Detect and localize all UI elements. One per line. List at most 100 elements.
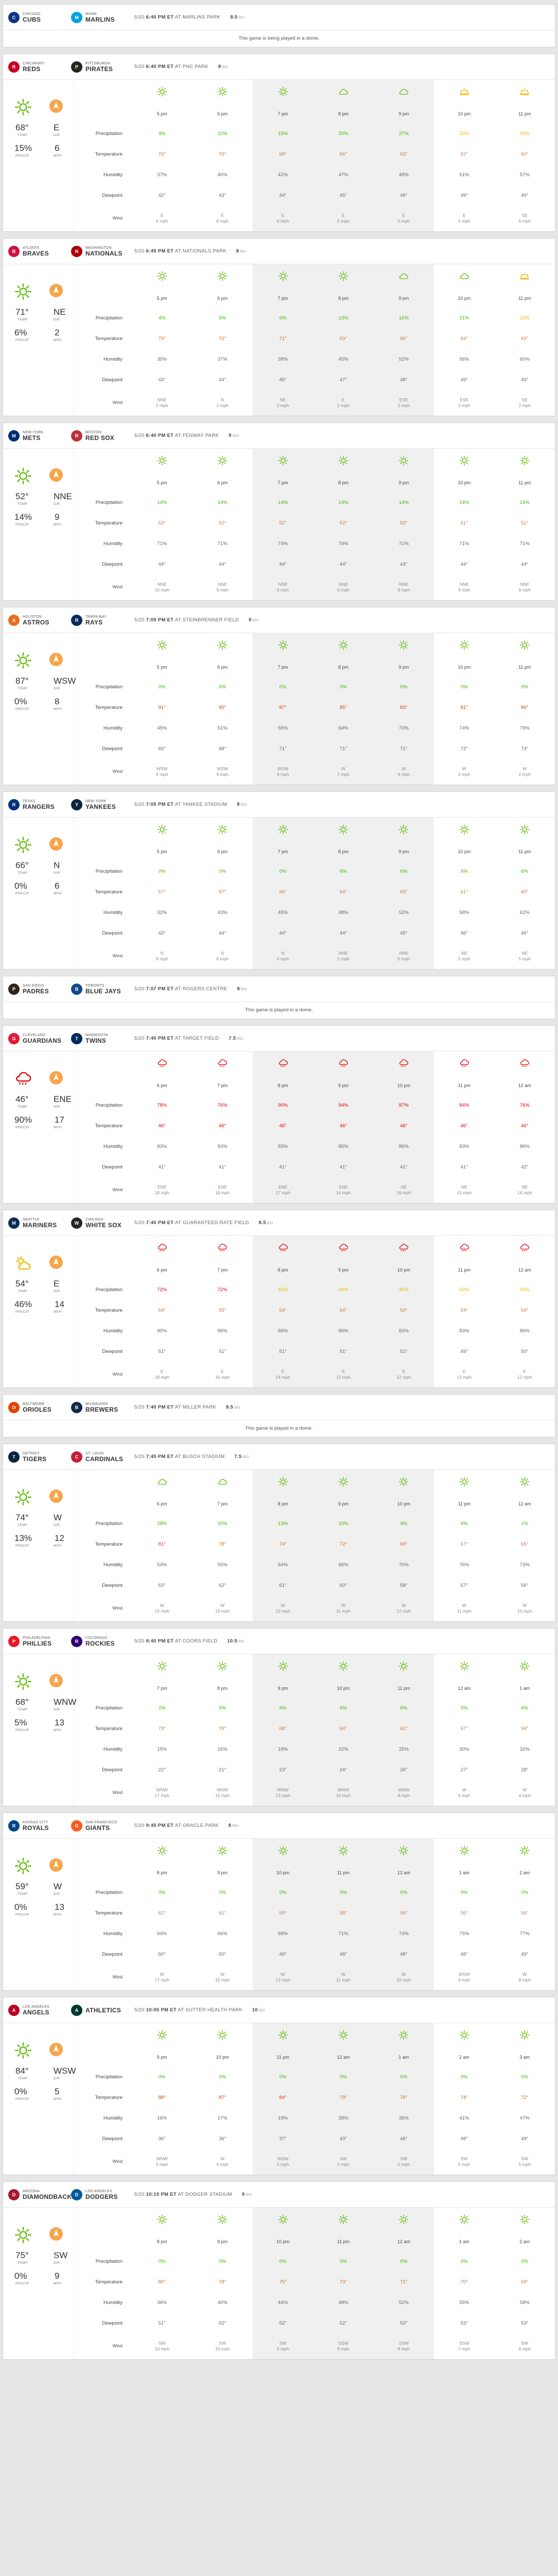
- game-summary: 71° TEMP NE DIR 6% PRECIP 2 MPH: [3, 264, 74, 416]
- hour-precip: 6%: [460, 868, 468, 874]
- rain-icon: [217, 1059, 228, 1070]
- summary-temp: 87°: [15, 676, 29, 686]
- away-team[interactable]: D ARIZONA DIAMONDBACKS: [8, 2189, 76, 2200]
- away-team[interactable]: M SEATTLE MARINERS: [8, 1217, 71, 1229]
- hour-time: 8 pm: [313, 289, 374, 308]
- park-name: YANKEE STADIUM: [182, 802, 228, 807]
- away-team[interactable]: P PHILADELPHIA PHILLIES: [8, 1635, 71, 1647]
- hour-temp: 70°: [218, 151, 226, 157]
- game-at: AT: [175, 986, 181, 992]
- home-name: YANKEES: [85, 803, 116, 810]
- hour-temp: 64°: [313, 1718, 374, 1739]
- home-team[interactable]: B MILWAUKEE BREWERS: [71, 1401, 134, 1413]
- home-logo-icon: D: [71, 2189, 82, 2200]
- away-team[interactable]: B ATLANTA BRAVES: [8, 245, 71, 257]
- home-team[interactable]: P PITTSBURGH PIRATES: [71, 61, 134, 73]
- hour-dewpoint: 44°: [218, 561, 226, 567]
- home-team[interactable]: T MINNESOTA TWINS: [71, 1032, 134, 1044]
- home-team[interactable]: Y NEW YORK YANKEES: [71, 799, 134, 810]
- hour-precip: 0%: [313, 2251, 374, 2272]
- away-city: ATLANTA: [23, 246, 40, 250]
- home-team[interactable]: D LOS ANGELES DODGERS: [71, 2189, 134, 2200]
- hour-dewpoint: 44°: [460, 561, 468, 567]
- hour-precip: 0%: [252, 676, 313, 697]
- home-team[interactable]: R COLORADO ROCKIES: [71, 1635, 134, 1647]
- hour-dewpoint: 44°: [521, 561, 529, 567]
- home-team[interactable]: W CHICAGO WHITE SOX: [71, 1217, 134, 1229]
- away-team[interactable]: A LOS ANGELES ANGELS: [8, 2004, 71, 2016]
- dew-label: Dewpoint: [102, 192, 123, 198]
- home-team[interactable]: R BOSTON RED SOX: [71, 430, 134, 442]
- away-team[interactable]: M NEW YORK METS: [8, 430, 71, 442]
- sun-icon: [519, 640, 530, 652]
- summary-dir: NE: [54, 307, 66, 317]
- home-team[interactable]: G SAN FRANCISCO GIANTS: [71, 1820, 134, 1832]
- hour-humidity: 74%: [459, 725, 469, 731]
- home-team[interactable]: C ST. LOUIS CARDINALS: [71, 1451, 134, 1463]
- sun-icon: [217, 1845, 228, 1857]
- temp-label: Temperature: [95, 335, 123, 342]
- away-team[interactable]: A HOUSTON ASTROS: [8, 614, 71, 626]
- away-team[interactable]: T DETROIT TIGERS: [8, 1451, 71, 1463]
- away-team[interactable]: R CINCINNATI REDS: [8, 61, 71, 73]
- hour-time: 5 pm: [156, 296, 167, 301]
- hour-precip: 0%: [252, 1882, 313, 1903]
- rain-icon: [157, 1059, 167, 1070]
- home-team[interactable]: N WASHINGTON NATIONALS: [71, 245, 134, 257]
- matchup: T DETROIT TIGERS C ST. LOUIS CARDINALS: [3, 1451, 134, 1463]
- away-team[interactable]: R KANSAS CITY ROYALS: [8, 1820, 71, 1832]
- hour-wind: WNW 10 mph: [313, 1780, 374, 1806]
- summary-dir-label: DIR: [54, 1105, 60, 1109]
- hour-precip: 6%: [252, 308, 313, 328]
- hour-dewpoint: 46°: [373, 185, 434, 206]
- home-team[interactable]: M MIAMI MARLINS: [71, 11, 134, 23]
- hour-precip: 33%: [459, 130, 469, 137]
- away-team[interactable]: P SAN DIEGO PADRES: [8, 983, 71, 995]
- home-city: WASHINGTON: [85, 246, 112, 250]
- summary-precip-label: PRECIP: [15, 892, 29, 895]
- hour-precip: 0%: [373, 676, 434, 697]
- summary-precip-label: PRECIP: [15, 2097, 29, 2101]
- sun-icon: [217, 824, 228, 836]
- hour-humidity: 45%: [157, 725, 167, 731]
- hour-icon: [313, 449, 374, 473]
- hour-wind: WNW 17 mph: [154, 1787, 169, 1798]
- hour-icon: [313, 818, 374, 842]
- hour-precip: 0%: [219, 684, 226, 690]
- rain-icon: [519, 1059, 530, 1070]
- away-team[interactable]: R TEXAS RANGERS: [8, 799, 71, 810]
- game-time: 7:05 PM ET: [146, 802, 174, 807]
- hour-humidity: 83%: [459, 1143, 469, 1149]
- hour-wind: E 12 mph: [517, 1368, 532, 1380]
- hour-humidity: 45%: [313, 349, 374, 369]
- away-team[interactable]: G CLEVELAND GUARDIANS: [8, 1032, 71, 1044]
- away-team[interactable]: C CHICAGO CUBS: [8, 11, 71, 23]
- dew-label: Dewpoint: [102, 1582, 123, 1588]
- home-logo-icon: R: [71, 1635, 82, 1647]
- hour-time: 10 pm: [458, 111, 471, 116]
- wind-direction-icon: [48, 2042, 64, 2060]
- hour-icon: [495, 264, 555, 289]
- away-team[interactable]: O BALTIMORE ORIOLES: [8, 1401, 71, 1413]
- home-logo-icon: Y: [71, 799, 82, 810]
- hour-precip: 20%: [217, 1520, 228, 1527]
- home-team[interactable]: R TAMPA BAY RAYS: [71, 614, 134, 626]
- away-logo-icon: M: [8, 430, 20, 442]
- game-summary: 74° TEMP W DIR 13% PRECIP 12 MPH: [3, 1470, 74, 1621]
- hour-icon: [313, 80, 374, 105]
- hour-precip: 0%: [460, 1889, 468, 1895]
- hour-wind: WSW 9 mph: [458, 1971, 470, 1982]
- away-name: ASTROS: [23, 618, 49, 626]
- game-time: 6:40 PM ET: [146, 64, 174, 70]
- humidity-label: Humidity: [103, 172, 123, 178]
- home-team[interactable]: A ATHLETICS: [71, 2004, 134, 2016]
- home-city: ST. LOUIS: [85, 1451, 104, 1455]
- game-date: 5/20: [134, 433, 145, 438]
- hour-humidity: 86%: [519, 1328, 530, 1334]
- summary-cloudsun-icon: [14, 1255, 32, 1275]
- game-card: P SAN DIEGO PADRES B TORONTO BLUE JAYS 5/2…: [3, 976, 555, 1019]
- hour-wind: SW 5 mph: [518, 2156, 531, 2167]
- hour-icon: [434, 1236, 494, 1261]
- home-team[interactable]: B TORONTO BLUE JAYS: [71, 983, 134, 995]
